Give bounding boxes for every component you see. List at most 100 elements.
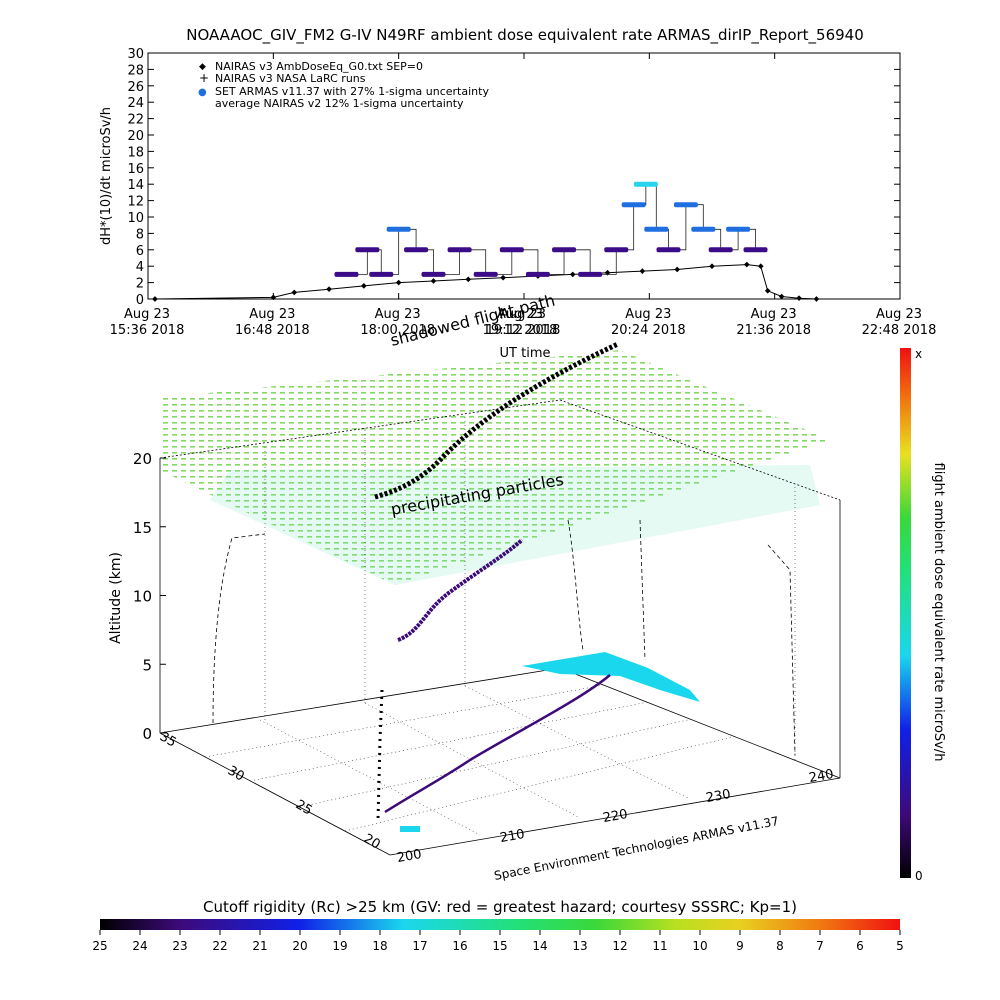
right-colorbar-title: flight ambient dose equivalent rate micr…: [931, 463, 946, 762]
y-tick-label: 12: [127, 195, 144, 210]
right-colorbar-gradient: [900, 348, 911, 878]
x-tick-time: 21:36 2018: [736, 323, 811, 338]
colorbar-tick-label: 14: [532, 939, 547, 953]
x-tick-time: 15:36 2018: [110, 323, 185, 338]
colorbar-tick-label: 20: [292, 939, 307, 953]
armas-point: [386, 226, 411, 232]
legend-label-nasa-larc: NAIRAS v3 NASA LaRC runs: [215, 72, 366, 85]
longitude-tick-label: 220: [602, 807, 629, 826]
altitude-tick-label: 0: [142, 725, 152, 743]
nairas-point: [395, 279, 402, 286]
colorbar-tick-label: 17: [412, 939, 427, 953]
legend-symbol-nasa-larc: +: [199, 71, 209, 85]
altitude-tick-label: 5: [142, 656, 152, 674]
armas-point: [578, 271, 603, 277]
colorbar-tick-label: 16: [452, 939, 467, 953]
armas-point: [726, 226, 751, 232]
x-tick-time: 20:24 2018: [611, 323, 686, 338]
y-tick-label: 10: [127, 211, 144, 226]
colorbar-tick-label: 25: [92, 939, 107, 953]
chart-title: NOAAAOC_GIV_FM2 G-IV N49RF ambient dose …: [186, 26, 864, 45]
longitude-tick-label: 200: [396, 847, 423, 866]
latitude-tick-label: 35: [157, 729, 179, 750]
altitude-tick-label: 10: [133, 588, 152, 606]
armas-point: [604, 247, 629, 253]
longitude-tick-label: 240: [808, 767, 835, 786]
x-tick-date: Aug 23: [375, 307, 421, 322]
colorbar-tick-label: 5: [896, 939, 904, 953]
x-tick-time: 16:48 2018: [235, 323, 310, 338]
armas-point: [633, 181, 658, 187]
colorbar-tick-label: 8: [776, 939, 784, 953]
nairas-point: [764, 287, 771, 294]
armas-point: [708, 247, 733, 253]
altitude-tick-label: 15: [133, 519, 152, 537]
y-tick-label: 18: [127, 145, 144, 160]
latitude-tick-label: 30: [225, 763, 247, 784]
armas-point: [369, 271, 394, 277]
colorbar-tick-label: 9: [736, 939, 744, 953]
armas-point: [404, 247, 429, 253]
bottom-colorbar-gradient: [100, 919, 900, 930]
y-tick-label: 0: [136, 293, 144, 308]
armas-point: [499, 247, 524, 253]
altitude-tick-label: 20: [133, 450, 152, 468]
right-colorbar-bottom-label: 0: [915, 869, 923, 883]
precipitation-grid-cyan: [210, 465, 820, 585]
y-tick-label: 28: [127, 63, 144, 78]
nairas-point: [743, 261, 750, 268]
ut-time-label: UT time: [500, 346, 551, 361]
latitude-axis: 20 25 30 35: [157, 729, 383, 852]
armas-line: [346, 183, 756, 275]
armas-point: [525, 271, 550, 277]
nairas-point: [291, 289, 298, 296]
bottom-colorbar-title: Cutoff rigidity (Rc) >25 km (GV: red = g…: [203, 898, 797, 916]
x-tick-time: 22:48 2018: [862, 323, 937, 338]
nairas-point: [465, 276, 472, 283]
longitude-tick-label: 210: [499, 827, 526, 846]
y-tick-label: 6: [136, 244, 144, 259]
flight-path-mid: [397, 538, 524, 642]
legend-label-nairas-v2: average NAIRAS v2 12% 1-sigma uncertaint…: [215, 97, 464, 110]
three-d-floor-grid: [204, 415, 796, 836]
y-tick-label: 4: [136, 260, 144, 275]
nairas-point: [674, 266, 681, 273]
colorbar-tick-label: 24: [132, 939, 147, 953]
armas-point: [355, 247, 380, 253]
x-tick-date: Aug 23: [500, 307, 546, 322]
nairas-point: [757, 263, 764, 270]
legend-symbol-armas: ●: [198, 87, 207, 98]
y-tick-label: 30: [127, 47, 144, 62]
flight-path-top: [374, 341, 620, 500]
armas-point: [447, 247, 472, 253]
credit-label: Space Environment Technologies ARMAS v11…: [493, 814, 780, 883]
colorbar-tick-label: 22: [212, 939, 227, 953]
altitude-axis: 0 5 10 15 20: [133, 450, 166, 743]
legend-label-armas: SET ARMAS v11.37 with 27% 1-sigma uncert…: [215, 85, 489, 98]
longitude-axis: 200 210 220 230 240: [396, 767, 835, 866]
legend-label-nairas-v3: NAIRAS v3 AmbDoseEq_G0.txt SEP=0: [215, 60, 423, 73]
colorbar-tick-label: 10: [692, 939, 707, 953]
nairas-point: [639, 268, 646, 274]
x-tick-date: Aug 23: [876, 307, 922, 322]
y-tick-label: 8: [136, 227, 144, 242]
altitude-axis-label: Altitude (km): [108, 552, 124, 644]
armas-point: [334, 271, 359, 277]
colorbar-tick-label: 11: [652, 939, 667, 953]
cutoff-rigidity-patch: [522, 652, 700, 702]
x-tick-time: 18:00 2018: [360, 323, 435, 338]
armas-series: [334, 181, 768, 277]
y-tick-label: 2: [136, 277, 144, 292]
colorbar-tick-label: 18: [372, 939, 387, 953]
wall-shadow-right: [567, 519, 796, 756]
nairas-point: [813, 296, 820, 302]
armas-point: [743, 247, 768, 253]
bottom-colorbar-ticks: 25 24 23 22 21 20 19 18 17 16 15 14 13 12 11 10 9 8 7 6 5: [92, 930, 904, 953]
nairas-point: [430, 278, 437, 284]
colorbar-tick-label: 19: [332, 939, 347, 953]
x-tick-date: Aug 23: [124, 307, 170, 322]
colorbar-tick-label: 21: [252, 939, 267, 953]
